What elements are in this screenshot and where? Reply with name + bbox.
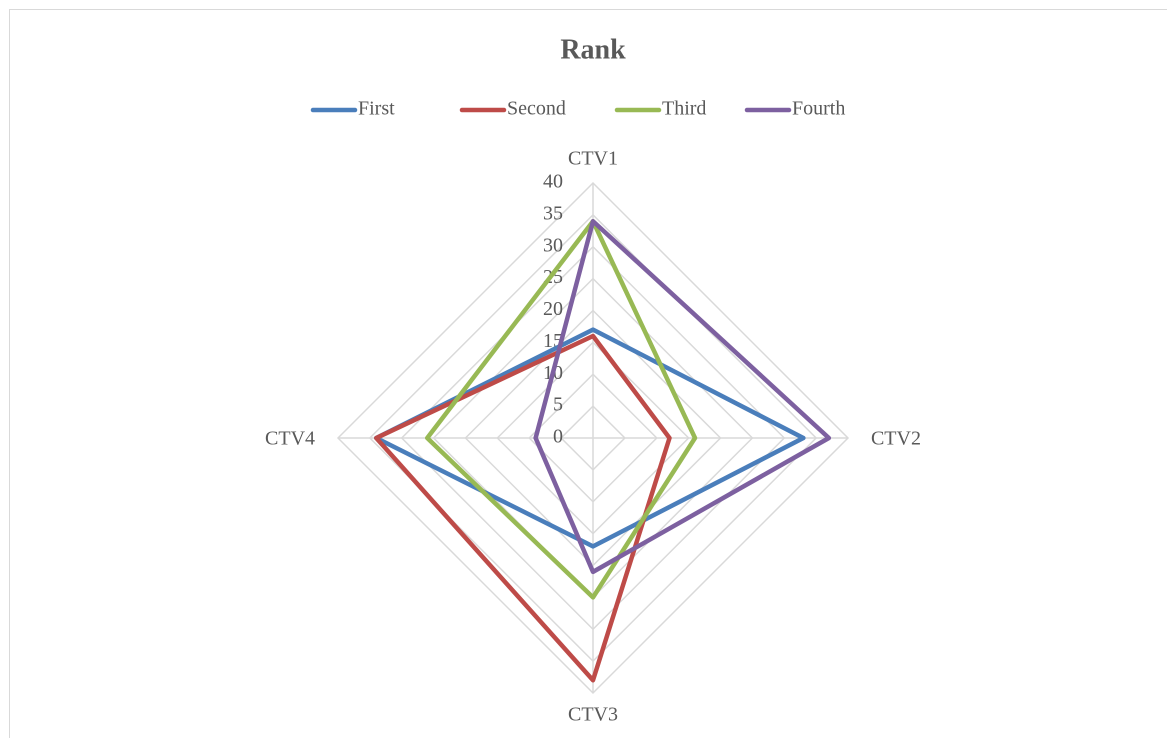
series-line xyxy=(374,333,672,683)
category-label: CTV1 xyxy=(568,148,618,170)
r-tick-label: 20 xyxy=(543,298,563,320)
r-tick-label: 0 xyxy=(553,426,563,448)
legend-label: Third xyxy=(662,98,706,120)
series-line xyxy=(425,219,698,600)
category-label: CTV3 xyxy=(568,704,618,726)
legend-label: First xyxy=(358,98,395,120)
chart-frame xyxy=(9,9,1167,738)
category-label: CTV4 xyxy=(265,428,315,450)
r-tick-label: 40 xyxy=(543,171,563,193)
legend-label: Second xyxy=(507,98,566,120)
r-tick-label: 35 xyxy=(543,202,563,224)
r-tick-label: 5 xyxy=(553,394,563,416)
category-label: CTV2 xyxy=(871,428,921,450)
series-line xyxy=(533,219,832,575)
chart-title: Rank xyxy=(560,34,626,65)
legend-label: Fourth xyxy=(792,98,845,120)
r-tick-label: 30 xyxy=(543,234,563,256)
